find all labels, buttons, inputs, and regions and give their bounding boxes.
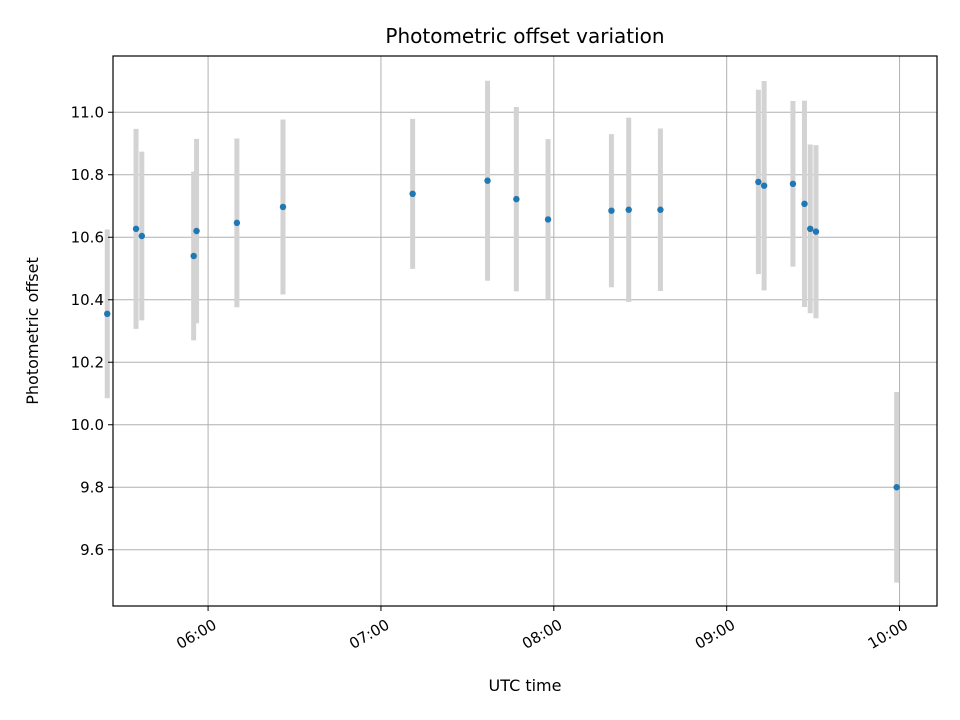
data-point (760, 182, 768, 189)
data-point (193, 227, 200, 235)
data-point (279, 203, 287, 211)
data-points (104, 177, 900, 491)
y-tick-label: 10.4 (71, 291, 104, 309)
chart-title: Photometric offset variation (385, 24, 664, 48)
data-point (104, 310, 111, 318)
y-axis-label: Photometric offset (23, 257, 42, 405)
data-point (132, 225, 140, 233)
y-tick-label: 9.8 (80, 478, 104, 496)
y-tick-label: 10.2 (71, 353, 104, 371)
data-point (789, 180, 797, 188)
data-point (544, 216, 552, 223)
data-point (625, 206, 632, 213)
y-tick-label: 10.6 (71, 228, 104, 246)
y-tick-label: 10.8 (71, 166, 104, 184)
data-point (657, 206, 664, 213)
data-point (513, 195, 520, 203)
data-point (484, 177, 491, 184)
data-point (190, 252, 197, 260)
plot-frame (112, 55, 938, 607)
y-tick-label: 9.6 (80, 541, 104, 559)
data-point (812, 228, 820, 235)
y-axis-ticks: 9.6 9.8 10.0 10.2 10.4 10.6 10.8 11.0 (71, 103, 113, 559)
y-tick-label: 11.0 (71, 103, 104, 121)
data-point (755, 178, 762, 186)
data-point (893, 484, 900, 491)
data-point (801, 200, 808, 208)
data-point (138, 232, 146, 240)
y-tick-label: 10.0 (71, 416, 104, 434)
data-point (233, 219, 241, 227)
data-point (409, 190, 416, 198)
grid (113, 56, 937, 606)
x-axis-label: UTC time (489, 676, 562, 695)
data-point (807, 225, 814, 233)
data-point (608, 207, 615, 214)
